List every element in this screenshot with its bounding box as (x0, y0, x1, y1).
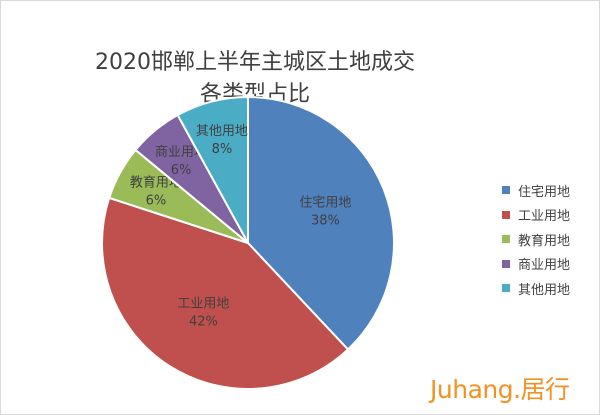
slice-label-percent-2: 6% (146, 193, 167, 208)
legend-label-0: 住宅用地 (518, 184, 571, 200)
slice-label-name-4: 其他用地 (196, 124, 248, 139)
legend-swatch-4 (502, 284, 510, 293)
legend-label-1: 工业用地 (518, 209, 571, 225)
slice-label-name-0: 住宅用地 (299, 195, 351, 210)
pie-slice-4 (176, 95, 249, 244)
slice-label-percent-1: 42% (189, 314, 218, 329)
legend-swatch-3 (502, 259, 510, 268)
legend: 住宅用地工业用地教育用地商业用地其他用地 (502, 178, 570, 301)
legend-swatch-2 (502, 235, 510, 244)
legend-label-2: 教育用地 (518, 233, 571, 249)
legend-item-1: 工业用地 (502, 203, 570, 228)
slice-label-percent-3: 6% (171, 163, 192, 178)
legend-swatch-1 (502, 210, 510, 219)
pie-slice-0 (247, 95, 395, 351)
slice-label-percent-0: 38% (311, 213, 340, 228)
slice-label-name-1: 工业用地 (177, 296, 229, 311)
legend-label-3: 商业用地 (518, 258, 571, 274)
legend-label-4: 其他用地 (518, 282, 571, 298)
slice-label-percent-4: 8% (212, 142, 233, 157)
chart-title: 2020邯郸上半年主城区土地成交 (95, 50, 415, 75)
legend-item-0: 住宅用地 (502, 178, 570, 203)
legend-swatch-0 (502, 186, 510, 195)
juhang-watermark: Juhang.居行 (430, 375, 570, 404)
legend-item-2: 教育用地 (502, 227, 570, 252)
slice-label-name-3: 商业用地 (155, 145, 207, 160)
legend-item-4: 其他用地 (502, 276, 570, 301)
pie-slice-1 (101, 196, 350, 390)
legend-item-3: 商业用地 (502, 252, 570, 277)
